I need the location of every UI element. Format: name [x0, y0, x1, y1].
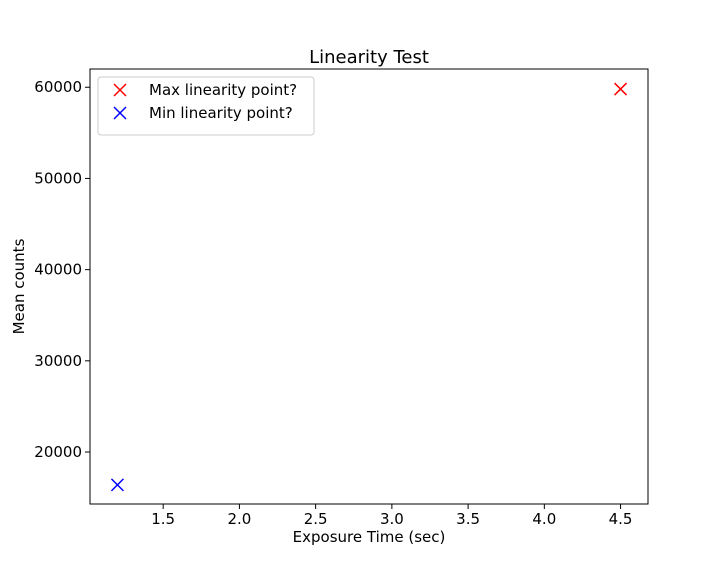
x-axis-ticks: 1.5 2.0 2.5 3.0 3.5 4.0 4.5 — [151, 504, 632, 528]
y-tick-label: 30000 — [34, 352, 82, 370]
y-axis-ticks: 20000 30000 40000 50000 60000 — [34, 78, 90, 461]
plot-area-frame — [89, 68, 649, 505]
chart-title: Linearity Test — [309, 47, 429, 68]
y-tick-label: 50000 — [34, 169, 82, 187]
x-tick-label: 4.5 — [609, 510, 633, 528]
y-tick-label: 60000 — [34, 78, 82, 96]
x-tick-label: 1.5 — [151, 510, 175, 528]
legend-label: Min linearity point? — [149, 104, 293, 122]
legend-label: Max linearity point? — [149, 81, 297, 99]
legend-box — [97, 76, 315, 136]
x-tick-label: 2.5 — [304, 510, 328, 528]
y-axis-title: Mean counts — [10, 238, 28, 334]
legend: Max linearity point? Min linearity point? — [97, 76, 315, 136]
data-point — [110, 478, 124, 492]
x-tick-label: 3.0 — [380, 510, 404, 528]
legend-marker — [113, 106, 127, 120]
y-tick-label: 20000 — [34, 443, 82, 461]
x-tick-label: 3.5 — [456, 510, 480, 528]
legend-marker — [113, 83, 127, 97]
x-tick-label: 4.0 — [532, 510, 556, 528]
x-tick-label: 2.0 — [227, 510, 251, 528]
y-tick-label: 40000 — [34, 261, 82, 279]
data-points — [110, 82, 628, 492]
x-axis-title: Exposure Time (sec) — [293, 528, 446, 546]
data-point — [614, 82, 628, 96]
